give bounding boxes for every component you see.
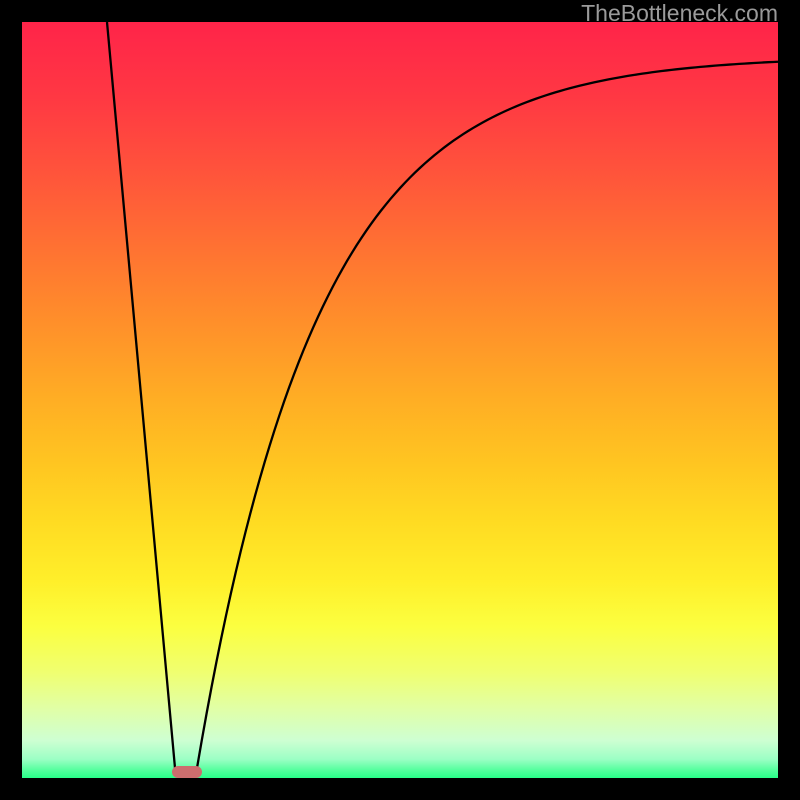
chart-root: TheBottleneck.com xyxy=(0,0,800,800)
bottom-marker xyxy=(172,766,202,778)
plot-svg xyxy=(22,22,778,778)
gradient-background xyxy=(22,22,778,778)
plot-area xyxy=(22,22,778,778)
watermark-text: TheBottleneck.com xyxy=(581,0,778,27)
